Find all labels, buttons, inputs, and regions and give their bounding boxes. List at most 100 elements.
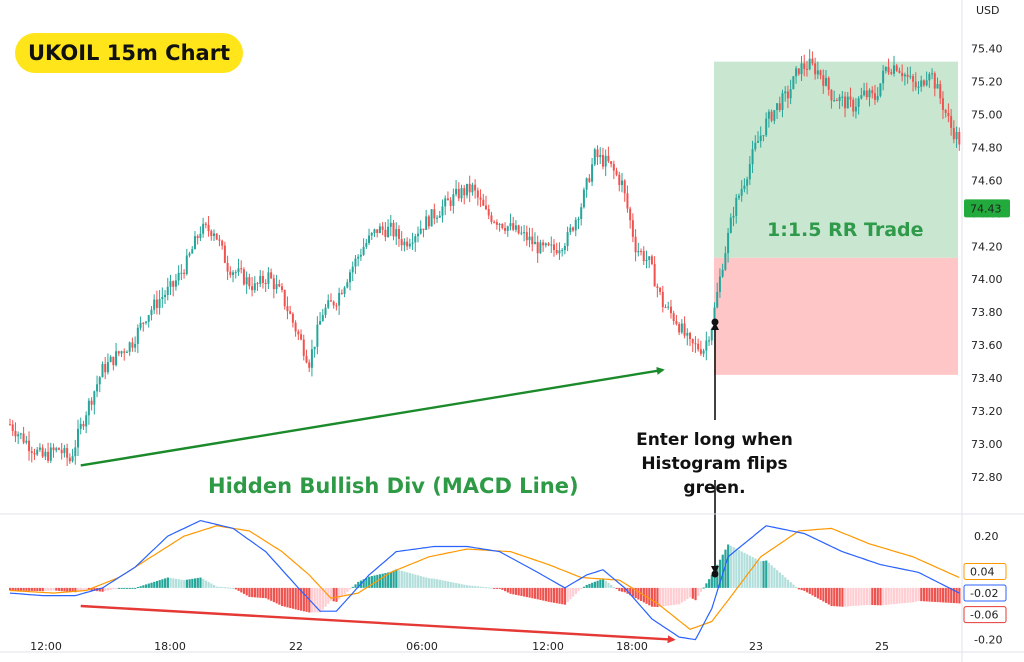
histogram-bar	[645, 587, 648, 604]
histogram-bar	[487, 587, 490, 589]
candle	[52, 443, 55, 458]
candle	[672, 310, 675, 325]
histogram-bar	[161, 579, 164, 588]
candle-body	[645, 259, 648, 262]
candle-body	[444, 198, 447, 207]
candle	[691, 338, 694, 352]
candle	[580, 203, 583, 226]
candle-body	[302, 339, 305, 356]
candle-body	[618, 174, 621, 186]
candle-body	[153, 299, 156, 310]
candle-body	[814, 63, 817, 75]
candle	[98, 375, 101, 393]
candle	[210, 229, 213, 241]
histogram-bar	[555, 587, 558, 604]
candle	[82, 420, 85, 430]
candle-body	[604, 155, 607, 167]
candle-body	[47, 451, 50, 461]
histogram-bar	[669, 587, 673, 606]
histogram-bar	[708, 579, 711, 588]
candle-body	[378, 226, 381, 234]
candle-body	[30, 451, 33, 453]
histogram-bar	[941, 587, 945, 603]
histogram-bar	[757, 559, 760, 588]
candle	[199, 226, 202, 242]
histogram-bar	[509, 587, 512, 594]
candle-body	[580, 207, 583, 220]
candle-body	[125, 351, 128, 353]
histogram-bar	[873, 587, 877, 606]
candle	[474, 179, 477, 199]
price-tick: 75.20	[971, 75, 1003, 88]
candle	[240, 260, 243, 274]
histogram-bar	[438, 579, 441, 588]
histogram-bar	[631, 587, 635, 597]
candle-body	[863, 90, 866, 96]
candle	[446, 191, 449, 201]
candle-body	[425, 216, 428, 230]
candle-body	[857, 98, 860, 107]
candle-body	[947, 112, 950, 117]
histogram-bar	[765, 560, 768, 588]
histogram-bar	[539, 587, 542, 600]
time-tick: 18:00	[616, 640, 648, 653]
candle	[931, 68, 934, 80]
histogram-bar	[120, 587, 123, 589]
candle-body	[642, 251, 645, 262]
candle	[735, 194, 738, 224]
candle-body	[506, 226, 509, 231]
candle	[825, 69, 827, 87]
candle	[30, 446, 33, 463]
candle-body	[52, 447, 55, 451]
candle	[814, 57, 817, 80]
candle	[264, 279, 267, 293]
candle-body	[161, 297, 164, 300]
candle-body	[112, 356, 115, 366]
candle-body	[599, 155, 602, 158]
candle	[281, 282, 283, 293]
histogram-bar	[786, 579, 790, 588]
candle	[395, 222, 398, 246]
histogram-bar	[305, 587, 308, 612]
candle	[308, 359, 311, 373]
candle	[218, 235, 221, 247]
candle	[893, 55, 895, 77]
candle-body	[795, 68, 798, 77]
candle-body	[324, 307, 327, 316]
candle	[47, 442, 50, 464]
candle-body	[569, 227, 572, 233]
candle	[414, 233, 417, 252]
candle-body	[495, 222, 498, 225]
candle	[193, 231, 196, 250]
candle-body	[259, 276, 262, 284]
histogram-bar	[922, 587, 926, 602]
histogram-bar	[174, 578, 178, 588]
candle-body	[827, 77, 830, 90]
histogram-bar	[411, 573, 414, 588]
candle	[596, 145, 599, 166]
candle	[762, 135, 765, 142]
candle	[601, 147, 604, 170]
candle-body	[757, 141, 759, 143]
candle-body	[591, 164, 594, 182]
candle	[925, 71, 928, 87]
histogram-bar	[479, 586, 482, 588]
candle-body	[833, 100, 836, 102]
candle	[378, 223, 381, 234]
histogram-bar	[281, 587, 284, 606]
time-tick: 22	[289, 640, 303, 653]
histogram-bar	[188, 579, 191, 588]
histogram-bar	[294, 587, 297, 610]
candle	[786, 85, 789, 109]
candle	[85, 411, 88, 434]
histogram-bar	[827, 587, 830, 605]
candle	[449, 197, 452, 211]
candle-body	[650, 256, 653, 264]
histogram-bar	[297, 587, 300, 611]
histogram-bar	[621, 587, 624, 592]
histogram-bar	[41, 587, 44, 592]
candle	[134, 336, 137, 353]
histogram-bar	[958, 587, 961, 604]
candle	[871, 86, 874, 99]
